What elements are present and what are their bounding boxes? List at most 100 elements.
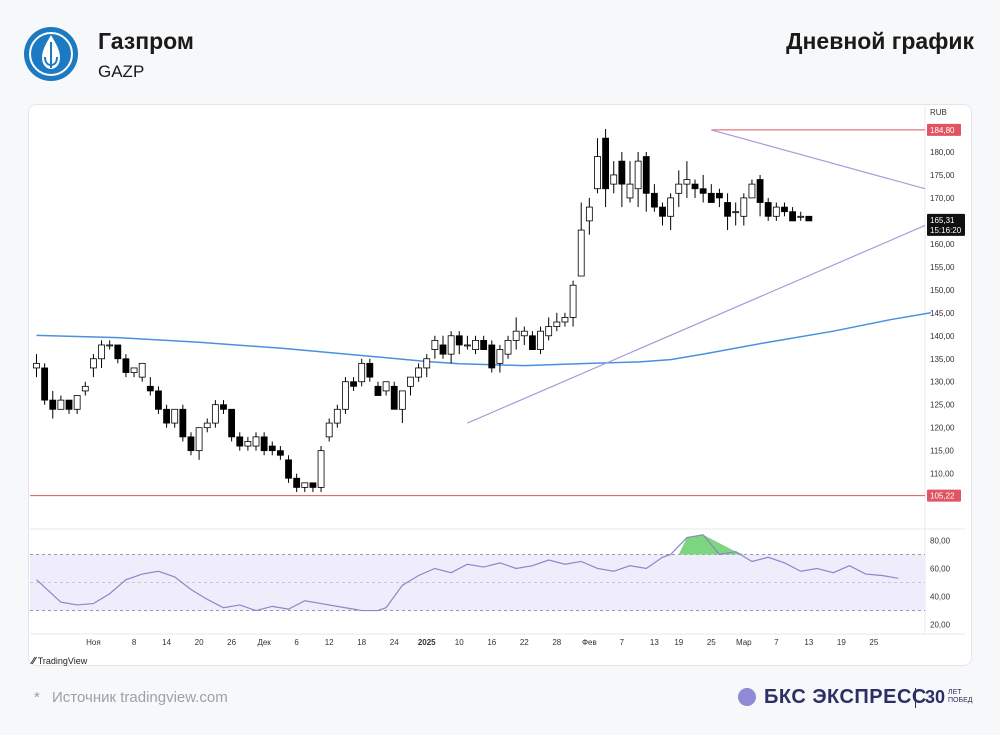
tradingview-label: TradingView — [37, 656, 88, 666]
candle — [642, 151, 650, 212]
candle-body — [569, 284, 577, 318]
candle-body — [642, 156, 650, 194]
candle — [81, 381, 89, 396]
y-tick-label: 135,00 — [930, 355, 955, 364]
candle-body — [520, 330, 528, 337]
x-tick-label: Дек — [257, 638, 271, 647]
x-tick-label: 19 — [674, 638, 683, 647]
candle-body — [797, 215, 805, 218]
candle — [358, 358, 366, 387]
candle-body — [122, 358, 130, 373]
bks-logo-icon — [738, 688, 756, 706]
source-note: * Источник tradingview.com — [34, 689, 228, 706]
source-text: Источник tradingview.com — [52, 689, 228, 706]
candle-body — [772, 206, 780, 217]
y-tick-label: 115,00 — [930, 447, 954, 456]
candle-body — [455, 335, 463, 346]
candle-body — [537, 330, 544, 350]
candle-body — [260, 436, 268, 452]
chart-kind-title: Дневной график — [786, 28, 974, 54]
candle — [285, 455, 292, 483]
candle — [179, 404, 187, 442]
candle-body — [683, 179, 691, 185]
candle-body — [504, 339, 512, 355]
candle-body — [333, 408, 341, 424]
last-price-label: 165,31 — [930, 216, 955, 225]
candle — [431, 335, 439, 359]
candle-body — [65, 399, 73, 410]
candle — [350, 377, 357, 391]
candle — [764, 197, 772, 221]
candle-body — [203, 422, 211, 429]
x-tick-label: 28 — [552, 638, 561, 647]
candle-body — [667, 197, 675, 217]
candle-body — [561, 316, 569, 323]
level-label: 184,80 — [930, 126, 955, 135]
candle-body — [146, 385, 154, 392]
candle-body — [423, 358, 431, 369]
candle-body — [764, 202, 772, 217]
candle — [236, 432, 244, 451]
company-title: Газпром — [98, 28, 194, 54]
candle-body — [179, 408, 187, 438]
candle-body — [472, 339, 479, 350]
candle-body — [268, 445, 276, 452]
candle-body — [398, 390, 406, 410]
candle-body — [171, 408, 179, 424]
candle — [90, 354, 97, 378]
candle-body — [716, 192, 723, 199]
candle — [789, 207, 796, 222]
tradingview-mark: ⁄⁄ TradingView — [32, 656, 87, 667]
candle-body — [33, 362, 40, 369]
candle — [325, 418, 333, 442]
candle — [122, 354, 130, 378]
x-tick-label: 7 — [774, 638, 779, 647]
candle — [724, 193, 731, 231]
candle-body — [431, 339, 439, 350]
candle — [594, 138, 601, 194]
rsi-tick-label: 20,00 — [930, 621, 951, 630]
candle — [585, 197, 593, 235]
candle — [155, 386, 162, 414]
candle — [41, 363, 49, 405]
brand-label: БКС ЭКСПРЕСС — [764, 686, 927, 708]
rsi-line — [36, 534, 899, 612]
candle — [49, 390, 57, 419]
y-tick-label: 170,00 — [930, 194, 955, 203]
candle-body — [252, 436, 260, 447]
candle — [423, 354, 431, 378]
candle — [33, 354, 40, 378]
candle-body — [163, 408, 170, 424]
candle — [211, 400, 219, 428]
candle — [268, 441, 276, 456]
candle-body — [675, 183, 683, 194]
gazprom-logo — [24, 27, 78, 81]
candle — [569, 280, 577, 327]
x-tick-label: 8 — [132, 638, 137, 647]
candle-body — [415, 367, 423, 378]
candle-body — [610, 174, 618, 185]
candle-body — [90, 358, 97, 369]
candle — [740, 193, 748, 226]
level-badge — [927, 489, 961, 502]
candle-body — [358, 362, 366, 383]
candle-body — [748, 183, 756, 199]
candle — [342, 377, 349, 414]
x-tick-label: Ноя — [86, 638, 101, 647]
candle-body — [106, 344, 114, 347]
candle — [602, 128, 609, 208]
candle — [455, 331, 463, 355]
candle — [537, 326, 544, 355]
candle — [667, 193, 675, 231]
candle-body — [724, 202, 731, 217]
candle-body — [585, 206, 593, 222]
candle-body — [740, 197, 748, 217]
candle-body — [390, 385, 398, 410]
candle-body — [602, 137, 609, 190]
candle-body — [114, 344, 122, 360]
candle-body — [439, 344, 447, 355]
candle — [699, 174, 707, 203]
candle-body — [594, 156, 601, 190]
candle — [130, 367, 138, 378]
candle-body — [211, 404, 219, 424]
